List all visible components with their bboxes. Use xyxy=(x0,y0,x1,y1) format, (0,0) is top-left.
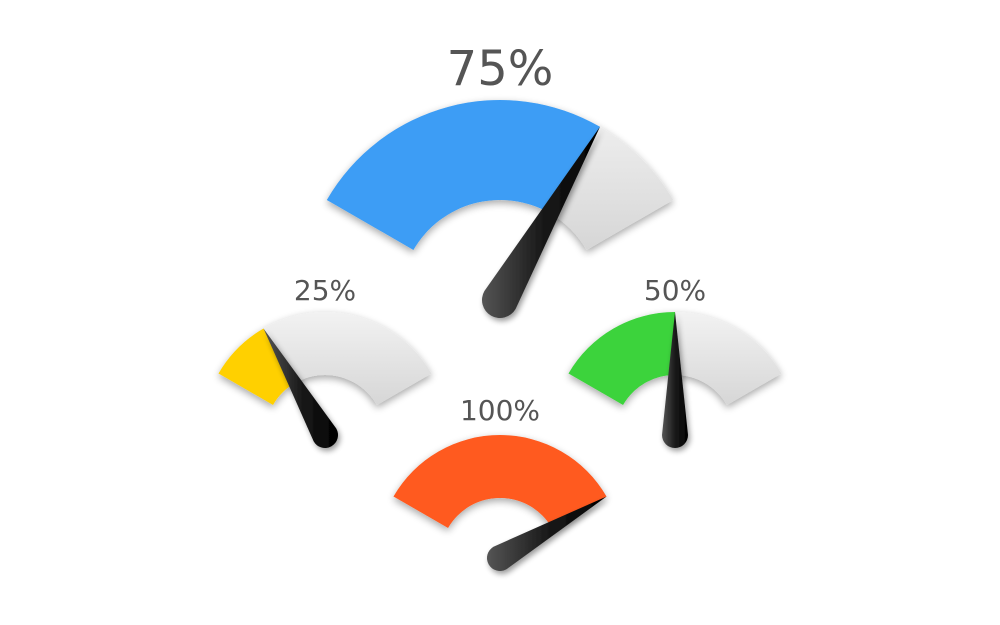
gauge-needle xyxy=(662,312,688,448)
gauge-value-label: 50% xyxy=(644,274,706,307)
gauge-needle xyxy=(487,496,607,571)
gauge: 25% xyxy=(218,274,432,448)
gauge-value-label: 75% xyxy=(447,41,554,97)
gauge-needle xyxy=(481,126,600,318)
gauges-layer: 75% 25% 50% 100% xyxy=(218,41,782,571)
gauge-value-arc xyxy=(218,328,295,405)
gauge-value-arc xyxy=(326,99,600,250)
gauge-value-arc xyxy=(393,435,607,528)
gauge-value-arc xyxy=(568,312,675,405)
gauge-needle xyxy=(263,328,338,448)
gauge: 100% xyxy=(393,394,607,571)
gauge: 50% xyxy=(568,274,782,448)
gauge-value-label: 100% xyxy=(460,394,540,427)
gauge: 75% xyxy=(326,41,674,318)
gauge-value-label: 25% xyxy=(294,274,356,307)
